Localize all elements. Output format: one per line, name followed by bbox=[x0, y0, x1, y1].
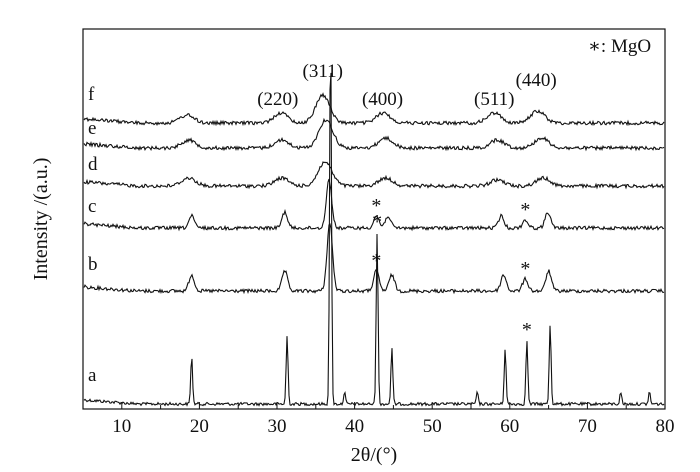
mgo-marker-c-1: * bbox=[520, 199, 530, 221]
trace-e bbox=[83, 117, 665, 152]
plot-frame bbox=[82, 28, 666, 410]
x-tick-label-80: 80 bbox=[656, 416, 675, 437]
x-tick-label-60: 60 bbox=[500, 416, 519, 437]
legend-text: ∗: MgO bbox=[588, 36, 651, 57]
x-tick-label-20: 20 bbox=[190, 416, 209, 437]
trace-b bbox=[83, 223, 665, 295]
trace-label-d: d bbox=[88, 154, 98, 175]
peak-labels-group: (220)(311) (400) (511)(440) bbox=[257, 61, 557, 110]
trace-d bbox=[83, 161, 665, 190]
x-tick-label-50: 50 bbox=[423, 416, 442, 437]
x-tick-label-10: 10 bbox=[112, 416, 131, 437]
x-tick-label-40: 40 bbox=[345, 416, 364, 437]
peak-label-0: (220) bbox=[257, 89, 298, 110]
peak-label-4: (440) bbox=[516, 70, 557, 91]
trace-label-b: b bbox=[88, 254, 98, 275]
mgo-markers-group: *** ** * bbox=[371, 195, 532, 341]
x-axis-title: 2θ/(°) bbox=[351, 444, 397, 466]
peak-label-1: (311) bbox=[303, 61, 343, 82]
peak-label-3: (511) bbox=[474, 89, 514, 110]
mgo-marker-a-0: * bbox=[372, 211, 382, 233]
trace-f bbox=[83, 92, 665, 127]
x-tick-label-70: 70 bbox=[578, 416, 597, 437]
trace-label-c: c bbox=[88, 196, 96, 217]
mgo-marker-b-1: * bbox=[520, 258, 530, 280]
trace-a bbox=[83, 72, 665, 407]
x-tick-label-30: 30 bbox=[268, 416, 287, 437]
trace-label-f: f bbox=[88, 84, 95, 105]
y-axis-title: Intensity /(a.u.) bbox=[30, 158, 52, 281]
mgo-marker-b-0: * bbox=[371, 250, 381, 272]
trace-c bbox=[83, 178, 665, 232]
peak-label-2: (400) bbox=[362, 89, 403, 110]
mgo-marker-c-0: * bbox=[371, 195, 381, 217]
trace-label-a: a bbox=[88, 365, 97, 386]
mgo-marker-a-1: * bbox=[522, 319, 532, 341]
trace-label-e: e bbox=[88, 118, 96, 139]
x-axis-ticks: 10 20 30 40 50 60 70 80 bbox=[82, 402, 675, 437]
